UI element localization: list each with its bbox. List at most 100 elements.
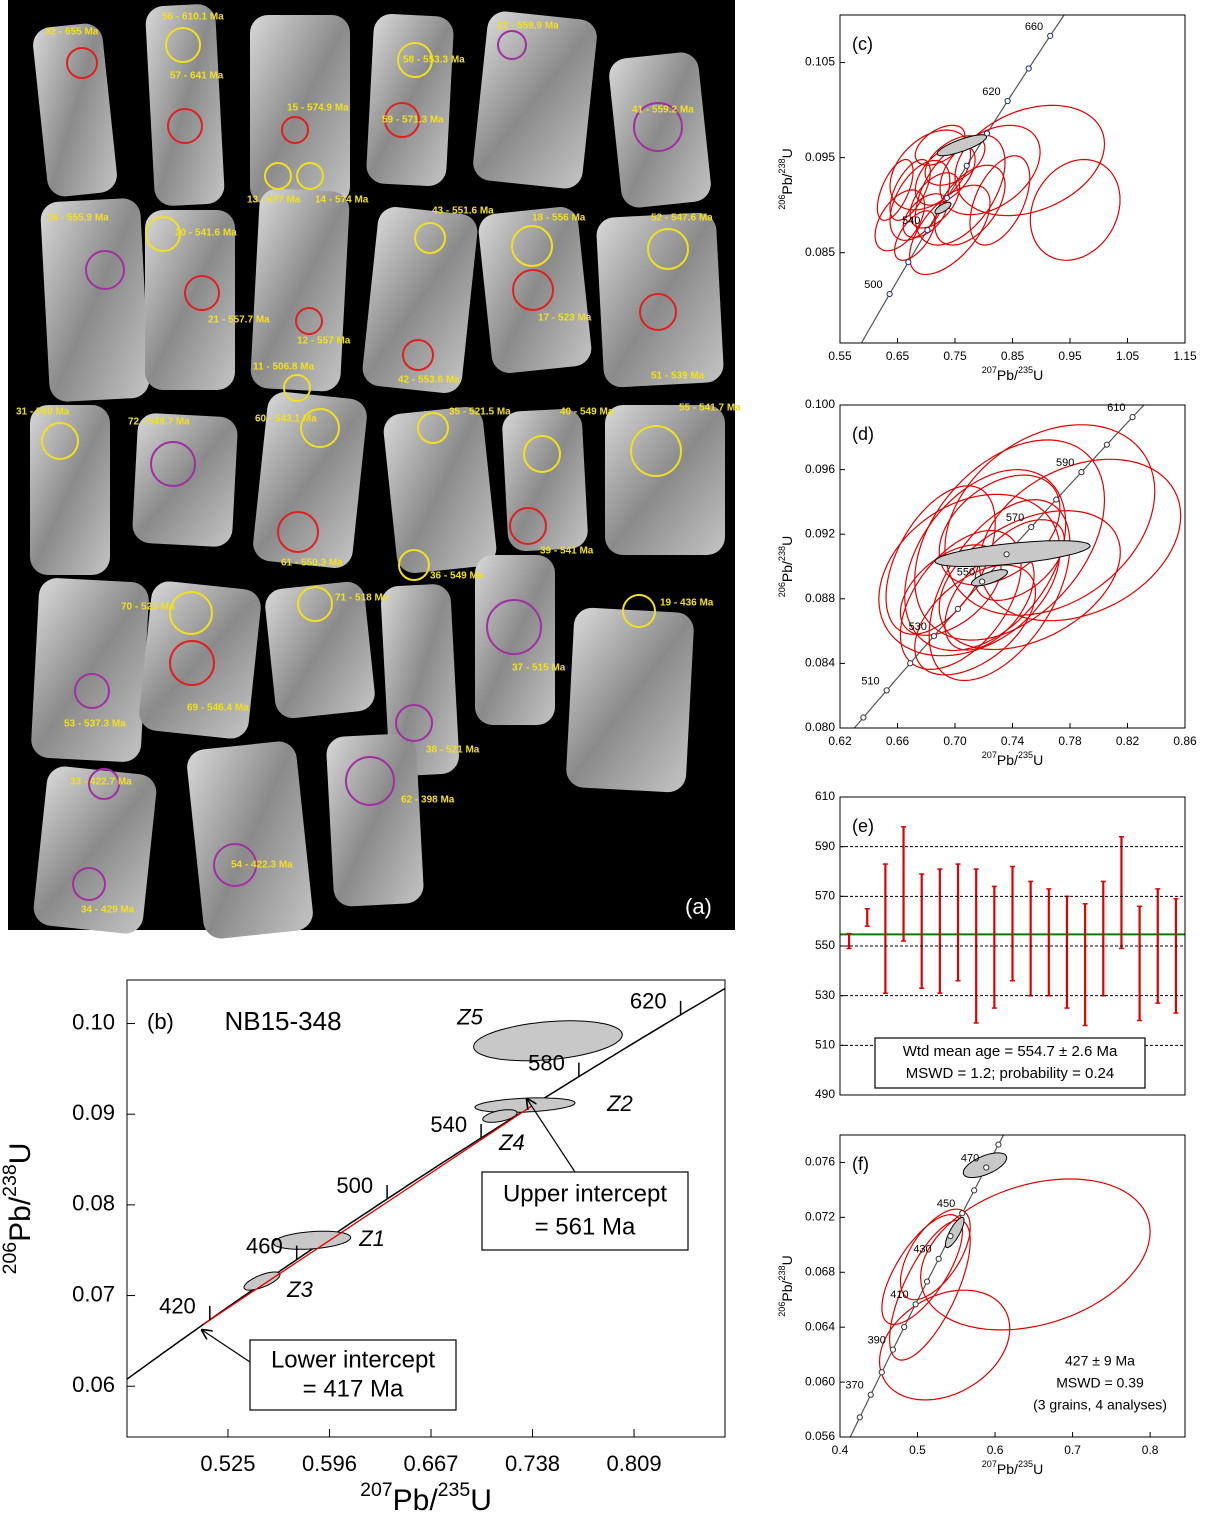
spot-label: 60 - 543.1 Ma xyxy=(255,414,317,425)
x-tick-label: 0.6 xyxy=(987,1443,1004,1457)
y-tick-label: 570 xyxy=(815,889,835,903)
spot-label: 42 - 553.6 Ma xyxy=(398,375,460,386)
spot-label: 57 - 641 Ma xyxy=(170,71,224,82)
concordia-marker xyxy=(879,1370,884,1375)
concordia-marker xyxy=(984,1165,989,1170)
zircon-grain xyxy=(596,212,725,388)
y-tick-label: 0.056 xyxy=(805,1429,835,1443)
spot-label: 15 - 574.9 Ma xyxy=(287,103,349,114)
spot-label: 12 - 557 Ma xyxy=(297,336,351,347)
x-tick-label: 0.596 xyxy=(302,1451,357,1476)
ellipse-label: Z1 xyxy=(358,1226,385,1251)
error-ellipse xyxy=(244,1272,280,1290)
x-axis-title: 207Pb/235U xyxy=(982,365,1044,382)
spot-label: 35 - 521.5 Ma xyxy=(449,407,511,418)
y-tick-label: 0.060 xyxy=(805,1374,835,1388)
spot-label: 14 - 574 Ma xyxy=(315,195,369,206)
concordia-age-label: 420 xyxy=(159,1294,196,1319)
x-tick-label: 0.4 xyxy=(832,1443,849,1457)
spot-label: 19 - 436 Ma xyxy=(660,598,714,609)
x-tick-label: 0.667 xyxy=(403,1451,458,1476)
x-tick-label: 0.82 xyxy=(1116,734,1140,748)
x-tick-label: 1.15 xyxy=(1173,349,1197,363)
zircon-grain xyxy=(40,198,150,403)
y-tick-label: 0.06 xyxy=(72,1372,115,1397)
zircon-grain xyxy=(471,10,598,191)
spot-label: 38 - 521 Ma xyxy=(426,745,480,756)
x-tick-label: 0.85 xyxy=(1001,349,1025,363)
ellipse-label: Z4 xyxy=(498,1130,525,1155)
panel-label: (c) xyxy=(852,34,873,54)
concordia-marker xyxy=(1005,98,1010,103)
spot-label: 40 - 549 Ma xyxy=(560,407,614,418)
y-axis-title: 206Pb/238U xyxy=(777,148,794,210)
x-tick-label: 0.5 xyxy=(909,1443,926,1457)
spot-label: 33 - 422.7 Ma xyxy=(70,777,132,788)
x-tick-label: 1.05 xyxy=(1116,349,1140,363)
spot-label: 43 - 551.6 Ma xyxy=(432,206,494,217)
x-tick-label: 0.78 xyxy=(1058,734,1082,748)
spot-label: 32 - 655 Ma xyxy=(45,27,99,38)
spot-label: 39 - 541 Ma xyxy=(540,546,594,557)
zircon-grain xyxy=(326,733,425,907)
concordia-age-label: 390 xyxy=(868,1335,886,1347)
concordia-marker xyxy=(906,260,911,265)
x-tick-label: 0.70 xyxy=(943,734,967,748)
concordia-age-label: 510 xyxy=(861,675,879,687)
concordia-marker xyxy=(908,661,913,666)
annotation-text: Lower intercept xyxy=(271,1346,435,1373)
concordia-marker xyxy=(924,1279,929,1284)
annotation-text: = 561 Ma xyxy=(535,1214,636,1241)
spot-label: 53 - 537.3 Ma xyxy=(64,719,126,730)
concordia-marker xyxy=(1029,524,1034,529)
concordia-marker xyxy=(964,163,969,168)
y-tick-label: 0.08 xyxy=(72,1191,115,1216)
x-tick-label: 0.55 xyxy=(828,349,852,363)
spot-label: 31 - 550 Ma xyxy=(16,407,70,418)
concordia-marker xyxy=(955,606,960,611)
concordia-age-label: 450 xyxy=(937,1198,955,1210)
concordia-age-label: 370 xyxy=(845,1380,863,1392)
concordia-marker xyxy=(1026,66,1031,71)
spot-label: 11 - 506.8 Ma xyxy=(253,362,315,373)
spot-label: 34 - 429 Ma xyxy=(81,905,135,916)
zircon-grain xyxy=(185,740,314,940)
annotation-text: MSWD = 0.39 xyxy=(1056,1375,1144,1391)
annotation-arrow xyxy=(202,1330,250,1362)
y-tick-label: 0.095 xyxy=(805,150,835,164)
x-tick-label: 0.7 xyxy=(1064,1443,1081,1457)
spot-label: 56 - 610.1 Ma xyxy=(162,12,224,23)
analysis-ellipse xyxy=(880,1290,1010,1400)
concordia-marker xyxy=(1048,33,1053,38)
spot-label: 20 - 541.6 Ma xyxy=(175,228,237,239)
concordia-marker xyxy=(861,715,866,720)
spot-label: 58 - 553.3 Ma xyxy=(403,55,465,66)
y-tick-label: 610 xyxy=(815,789,835,803)
concordia-age-label: 500 xyxy=(864,279,882,291)
annotation-text: = 417 Ma xyxy=(303,1376,404,1403)
analysis-ellipse xyxy=(939,511,1120,650)
zircon-grain xyxy=(366,13,455,187)
x-tick-label: 0.8 xyxy=(1142,1443,1159,1457)
concordia-age-label: 610 xyxy=(1107,402,1125,414)
spot-label: 36 - 549 Ma xyxy=(430,571,484,582)
spot-label: 17 - 523 Ma xyxy=(538,313,592,324)
concordia-marker xyxy=(984,131,989,136)
ellipse-label: Z3 xyxy=(286,1277,313,1302)
spot-label: 16 - 555.9 Ma xyxy=(47,213,109,224)
concordia-age-ellipse xyxy=(935,541,1090,567)
panel-label: (e) xyxy=(852,816,874,836)
spot-label: 41 - 559.2 Ma xyxy=(632,105,694,116)
spot-label: 52 - 547.6 Ma xyxy=(651,213,713,224)
concordia-marker xyxy=(884,688,889,693)
figure: 32 - 655 Ma 56 - 610.1 Ma 57 - 641 Ma 15 - … xyxy=(0,0,1209,1524)
concordia-age-label: 540 xyxy=(902,215,920,227)
analysis-ellipse xyxy=(1030,160,1120,261)
spot-label: 72 - 549.7 Ma xyxy=(128,417,190,428)
y-tick-label: 0.07 xyxy=(72,1281,115,1306)
concordia-marker xyxy=(868,1392,873,1397)
zircon-grain xyxy=(145,3,225,206)
y-tick-label: 0.080 xyxy=(805,720,835,734)
spot-label: 55 - 541.7 Ma xyxy=(679,403,741,414)
x-tick-label: 0.525 xyxy=(200,1451,255,1476)
